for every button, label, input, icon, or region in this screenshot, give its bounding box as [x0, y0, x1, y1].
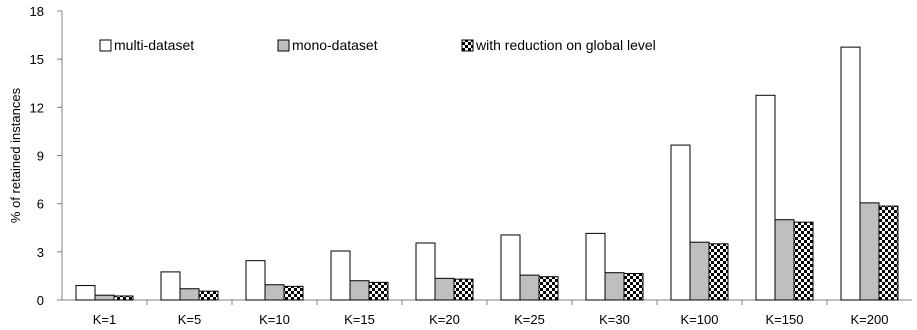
y-ticks: 0 3 6 9 12 15 18 — [30, 4, 62, 308]
bar-with-reduction-on-global-level-k150 — [793, 221, 814, 301]
legend-swatch — [461, 39, 474, 52]
bar-multi-dataset-k15 — [330, 250, 351, 301]
y-tick-label: 3 — [37, 245, 44, 260]
x-tick-label: K=25 — [514, 312, 545, 327]
bars — [75, 46, 899, 301]
x-tick-labels: K=1 K=5 K=10 K=15 K=20 K=25 K=30 K=100 K=150 K=20… — [93, 300, 889, 327]
bar-mono-dataset-k100 — [689, 241, 710, 301]
legend-swatch — [99, 39, 112, 52]
bar-mono-dataset-k20 — [434, 277, 455, 301]
legend-label: multi-dataset — [114, 37, 194, 53]
bar-multi-dataset-k150 — [755, 94, 776, 301]
bar-with-reduction-on-global-level-k1 — [113, 295, 134, 301]
x-tick-label: K=200 — [851, 312, 889, 327]
bar-with-reduction-on-global-level-k200 — [878, 205, 899, 301]
y-tick-label: 15 — [30, 52, 44, 67]
bar-mono-dataset-k200 — [859, 202, 880, 301]
bar-multi-dataset-k100 — [670, 144, 691, 301]
legend-swatch — [277, 39, 290, 52]
bar-multi-dataset-k30 — [585, 232, 606, 301]
y-tick-label: 0 — [37, 293, 44, 308]
bar-multi-dataset-k1 — [75, 285, 96, 301]
bar-mono-dataset-k1 — [94, 294, 115, 301]
bar-multi-dataset-k10 — [245, 260, 266, 301]
y-tick-label: 18 — [30, 4, 44, 19]
y-tick-label: 6 — [37, 197, 44, 212]
bar-with-reduction-on-global-level-k15 — [368, 281, 389, 301]
legend-label: with reduction on global level — [475, 37, 656, 53]
bar-with-reduction-on-global-level-k5 — [198, 290, 219, 301]
bar-mono-dataset-k5 — [179, 288, 200, 301]
bar-with-reduction-on-global-level-k20 — [453, 278, 474, 301]
bar-mono-dataset-k25 — [519, 274, 540, 301]
x-tick-label: K=10 — [259, 312, 290, 327]
bar-with-reduction-on-global-level-k25 — [538, 276, 559, 301]
bar-with-reduction-on-global-level-k30 — [623, 273, 644, 301]
bar-with-reduction-on-global-level-k100 — [708, 243, 729, 301]
legend: multi-dataset mono-dataset with reduction … — [99, 37, 656, 53]
bar-mono-dataset-k30 — [604, 272, 625, 301]
legend-label: mono-dataset — [292, 37, 378, 53]
x-tick-label: K=30 — [599, 312, 630, 327]
x-tick-label: K=150 — [766, 312, 804, 327]
bar-with-reduction-on-global-level-k10 — [283, 285, 304, 301]
bar-multi-dataset-k200 — [840, 46, 861, 301]
bar-mono-dataset-k15 — [349, 280, 370, 301]
bar-multi-dataset-k25 — [500, 234, 521, 301]
x-tick-label: K=20 — [429, 312, 460, 327]
x-tick-label: K=100 — [681, 312, 719, 327]
y-tick-label: 9 — [37, 149, 44, 164]
bar-multi-dataset-k20 — [415, 242, 436, 301]
x-tick-label: K=15 — [344, 312, 375, 327]
bar-mono-dataset-k10 — [264, 284, 285, 301]
bar-multi-dataset-k5 — [160, 271, 181, 301]
x-tick-label: K=1 — [93, 312, 117, 327]
y-tick-label: 12 — [30, 100, 44, 115]
x-tick-label: K=5 — [178, 312, 202, 327]
y-axis-title: % of retained instances — [8, 87, 23, 223]
bar-mono-dataset-k150 — [774, 219, 795, 301]
